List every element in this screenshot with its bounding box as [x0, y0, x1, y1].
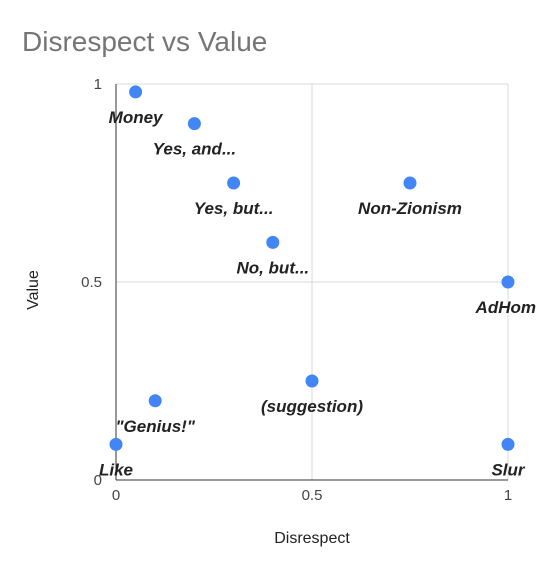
- point-label: Slur: [491, 460, 525, 479]
- point-label: (suggestion): [261, 397, 363, 416]
- point-label: "Genius!": [115, 417, 195, 436]
- x-tick-label: 0: [112, 487, 120, 504]
- point-label: No, but...: [236, 258, 309, 277]
- chart-title: Disrespect vs Value: [22, 26, 267, 57]
- scatter-point: [148, 394, 162, 408]
- scatter-point: [501, 437, 515, 451]
- scatter-point: [501, 275, 515, 289]
- scatter-point: [266, 235, 280, 249]
- point-label: Yes, and...: [153, 140, 236, 159]
- x-axis-title: Disrespect: [274, 530, 350, 547]
- y-tick-label: 0.5: [81, 274, 102, 291]
- tick-labels: 0 0.5 1 0 0.5 1: [81, 76, 512, 504]
- scatter-point: [129, 85, 143, 99]
- point-label: Non-Zionism: [358, 199, 462, 218]
- scatter-point: [403, 176, 417, 190]
- data-points: [109, 85, 515, 451]
- axes: [115, 84, 508, 481]
- point-labels: Money Yes, and... Yes, but... Non-Zionism No…: [99, 108, 536, 479]
- y-axis-title: Value: [25, 270, 42, 310]
- scatter-point: [305, 374, 319, 388]
- point-label: Yes, but...: [194, 199, 274, 218]
- y-tick-label: 1: [94, 76, 102, 93]
- point-label: Like: [99, 460, 133, 479]
- x-tick-label: 0.5: [302, 487, 323, 504]
- point-label: AdHom: [475, 298, 536, 317]
- scatter-point: [109, 437, 123, 451]
- point-label: Money: [109, 108, 164, 127]
- scatter-point: [227, 176, 241, 190]
- scatter-point: [187, 117, 201, 131]
- y-tick-label: 0: [94, 472, 102, 489]
- x-tick-label: 1: [504, 487, 512, 504]
